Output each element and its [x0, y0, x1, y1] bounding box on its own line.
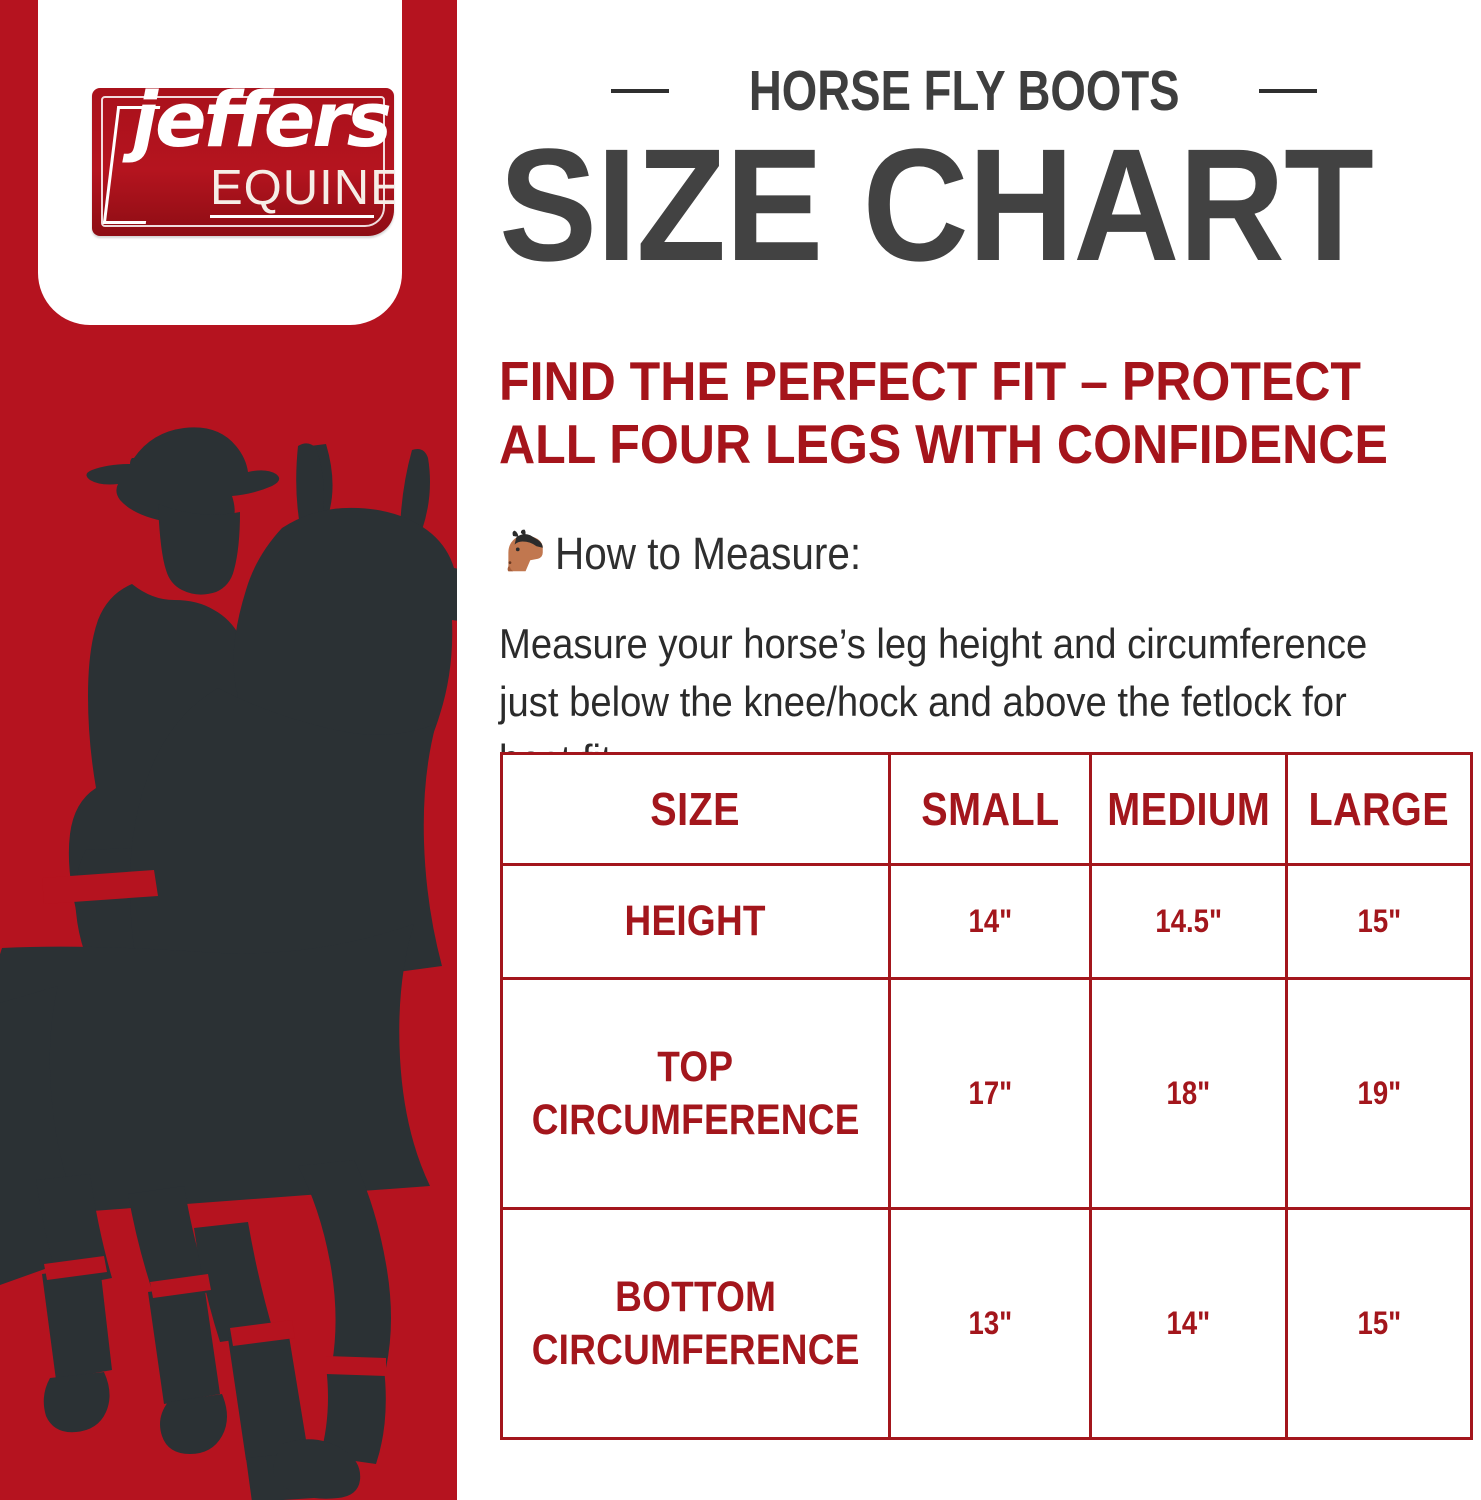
column-header-medium: MEDIUM — [1089, 752, 1288, 866]
brand-logo-card: jeffers ® EQUINE — [38, 0, 402, 325]
table-header-row: SIZE SMALL MEDIUM LARGE — [500, 752, 1473, 866]
cell-height-large: 15" — [1285, 863, 1473, 980]
logo-underline — [210, 215, 374, 218]
column-header-size: SIZE — [500, 752, 891, 866]
logo-wordmark: jeffers — [132, 88, 392, 164]
kicker-row: HORSE FLY BOOTS — [457, 58, 1471, 124]
cell-bottom-circumference-medium: 14" — [1089, 1207, 1288, 1440]
brand-side-panel: jeffers ® EQUINE — [0, 0, 457, 1500]
size-chart-table: SIZE SMALL MEDIUM LARGE HEIGHT 14" 14.5"… — [500, 752, 1473, 1440]
table-row: TOP CIRCUMFERENCE 17" 18" 19" — [500, 977, 1473, 1210]
horse-head-icon — [507, 529, 543, 572]
cell-top-circumference-large: 19" — [1285, 977, 1473, 1210]
row-label-top-circumference: TOP CIRCUMFERENCE — [500, 977, 891, 1210]
column-header-small: SMALL — [888, 752, 1092, 866]
kicker-text: HORSE FLY BOOTS — [748, 59, 1180, 123]
page-title: SIZE CHART — [499, 115, 1374, 294]
cell-top-circumference-small: 17" — [888, 977, 1092, 1210]
logo-inner-frame — [101, 96, 385, 227]
jeffers-equine-logo: jeffers ® EQUINE — [92, 88, 394, 236]
table-row: HEIGHT 14" 14.5" 15" — [500, 863, 1473, 980]
row-label-bottom-circumference: BOTTOM CIRCUMFERENCE — [500, 1207, 891, 1440]
logo-subbrand: EQUINE — [210, 161, 394, 215]
column-header-large: LARGE — [1285, 752, 1473, 866]
how-to-measure-heading: How to Measure: — [499, 528, 895, 580]
cell-height-small: 14" — [888, 863, 1092, 980]
cell-top-circumference-medium: 18" — [1089, 977, 1288, 1210]
right-rule — [1259, 89, 1318, 93]
page-subtitle: FIND THE PERFECT FIT – PROTECT ALL FOUR … — [499, 350, 1388, 475]
left-rule — [610, 89, 669, 93]
cell-height-medium: 14.5" — [1089, 863, 1288, 980]
chart-content: HORSE FLY BOOTS SIZE CHART FIND THE PERF… — [457, 0, 1481, 1500]
cowboy-on-horse-silhouette — [0, 427, 457, 1500]
cell-bottom-circumference-large: 15" — [1285, 1207, 1473, 1440]
row-label-height: HEIGHT — [500, 863, 891, 980]
cell-bottom-circumference-small: 13" — [888, 1207, 1092, 1440]
registered-trademark-icon: ® — [354, 114, 367, 129]
how-to-measure-label: How to Measure: — [555, 528, 862, 579]
table-row: BOTTOM CIRCUMFERENCE 13" 14" 15" — [500, 1207, 1473, 1440]
